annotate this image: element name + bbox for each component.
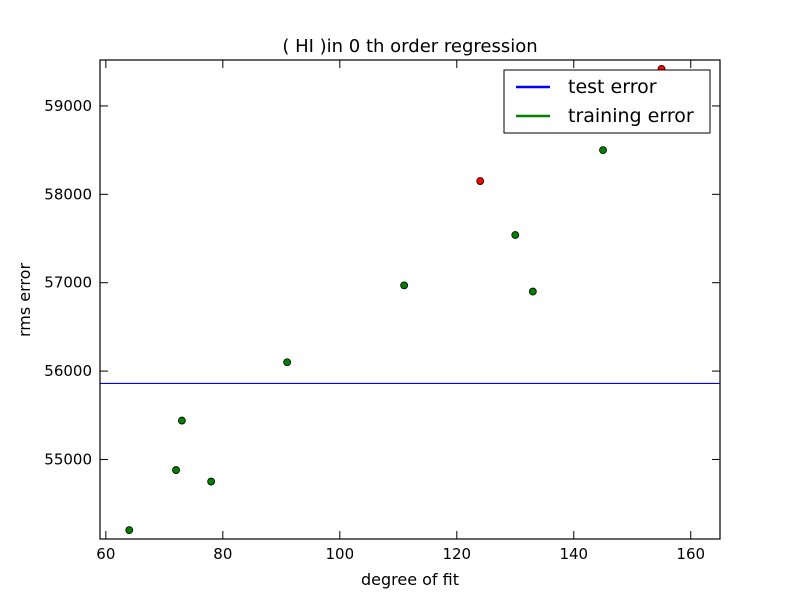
scatter-point [511, 231, 520, 239]
scatter-point [125, 526, 134, 535]
chart-title: ( HI )in 0 th order regression [282, 36, 537, 57]
plot-frame [99, 59, 721, 540]
scatter-point [177, 416, 186, 425]
y-axis: 55000 56000 57000 58000 59000 [44, 97, 720, 468]
scatter-points [125, 64, 666, 535]
legend: test error training error [503, 69, 711, 134]
scatter-point [476, 177, 485, 185]
legend-label-test-error: test error [568, 76, 657, 98]
x-tick-label: 100 [325, 545, 354, 563]
y-tick-label: 57000 [44, 274, 92, 292]
scatter-point [599, 146, 607, 155]
scatter-point [207, 477, 216, 486]
scatter-point [172, 466, 180, 474]
x-axis: 60 80 100 120 140 160 [96, 60, 705, 563]
x-tick-label: 120 [442, 545, 471, 563]
legend-label-training-error: training error [568, 105, 694, 127]
scatter-point [400, 281, 409, 290]
plot-area: 60 80 100 120 140 160 55000 56000 57000 58000 590… [44, 59, 721, 563]
y-tick-label: 56000 [44, 362, 92, 380]
x-axis-label: degree of fit [361, 570, 459, 589]
x-tick-label: 140 [559, 545, 588, 563]
scatter-point [283, 358, 292, 367]
x-tick-label: 160 [676, 545, 705, 563]
y-tick-label: 55000 [44, 450, 92, 468]
x-tick-label: 60 [96, 545, 115, 563]
y-tick-label: 59000 [44, 97, 92, 115]
legend-box [503, 69, 711, 134]
y-tick-label: 58000 [44, 185, 92, 203]
scatter-point [528, 287, 537, 296]
y-axis-label: rms error [15, 263, 34, 337]
x-tick-label: 80 [213, 545, 232, 563]
